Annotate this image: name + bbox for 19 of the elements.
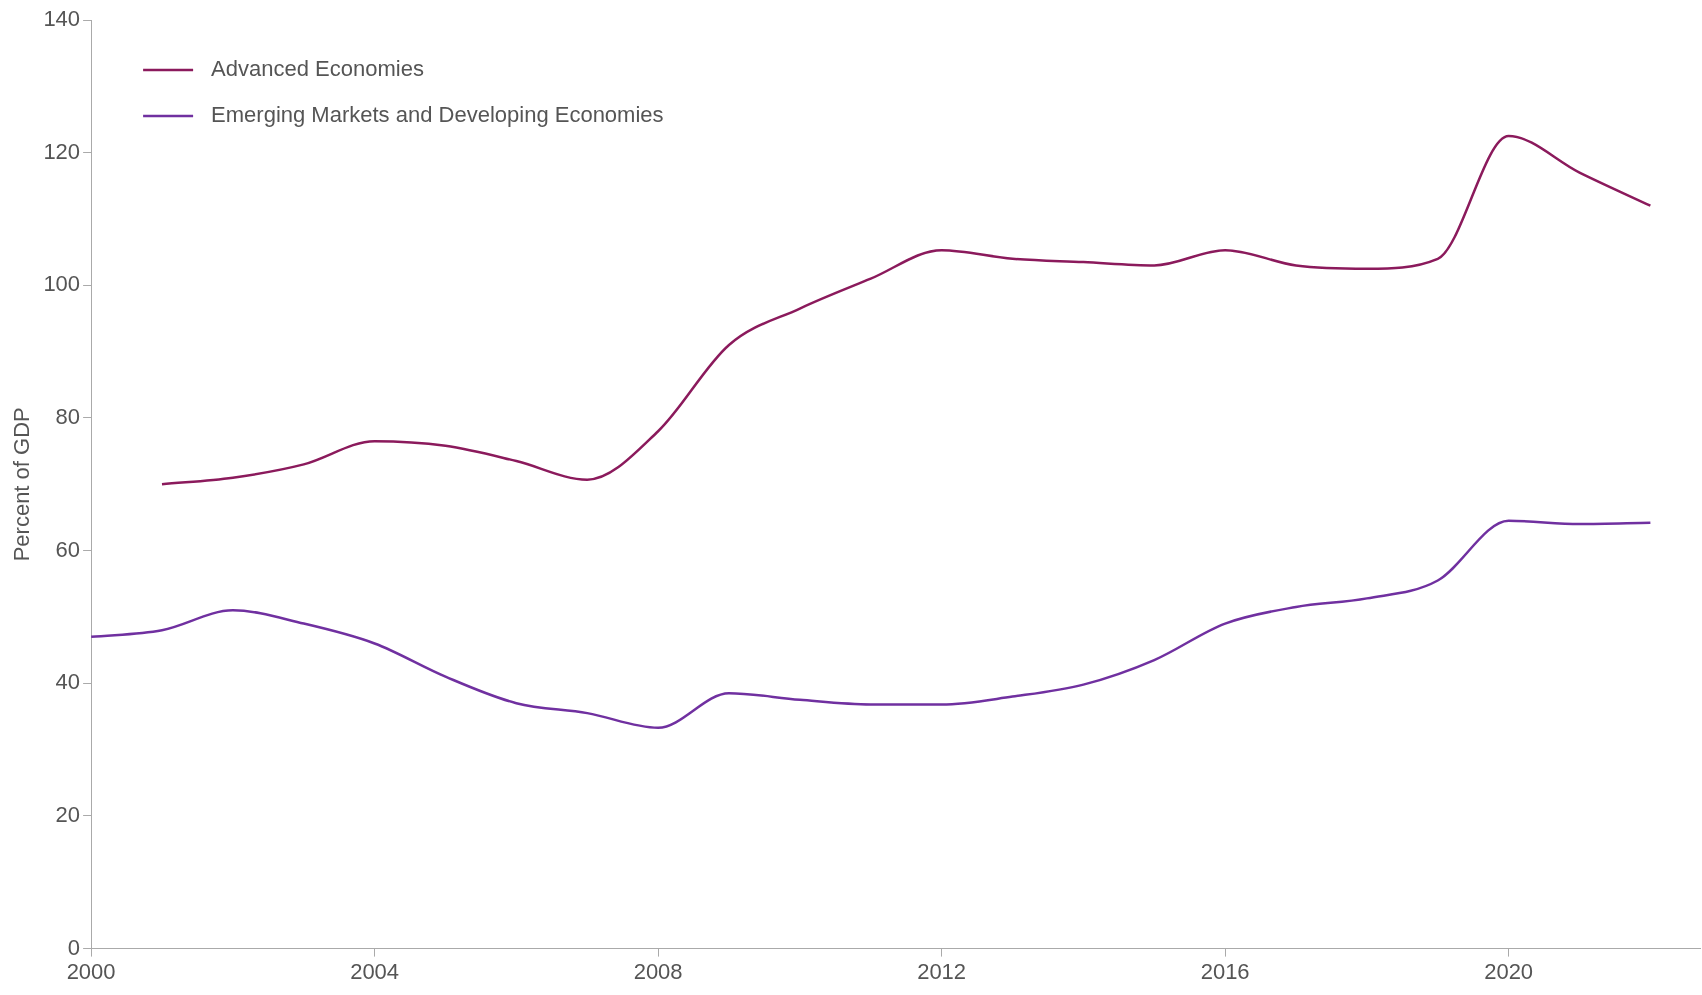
y-axis-title: Percent of GDP [9, 407, 35, 562]
y-tick-label: 80 [55, 404, 81, 430]
y-tick-label: 40 [55, 669, 81, 695]
y-tick-label: 20 [55, 802, 81, 828]
line-series [160, 134, 1652, 486]
x-tick-label: 2016 [1200, 958, 1250, 984]
y-tick-label: 60 [55, 536, 81, 562]
x-tick-label: 2012 [917, 958, 967, 984]
x-tick-label: 2004 [350, 958, 400, 984]
y-tick-label: 120 [43, 138, 81, 164]
x-tick-label: 2000 [66, 958, 116, 984]
x-tick-label: 2008 [633, 958, 683, 984]
y-tick-label: 140 [43, 6, 81, 32]
y-tick-label: 0 [67, 934, 81, 960]
x-tick-label: 2020 [1484, 958, 1534, 984]
legend-label: Advanced Economies [211, 56, 424, 82]
y-tick-label: 100 [43, 271, 81, 297]
legend-label: Emerging Markets and Developing Economies [211, 102, 664, 128]
line-series [91, 519, 1652, 729]
